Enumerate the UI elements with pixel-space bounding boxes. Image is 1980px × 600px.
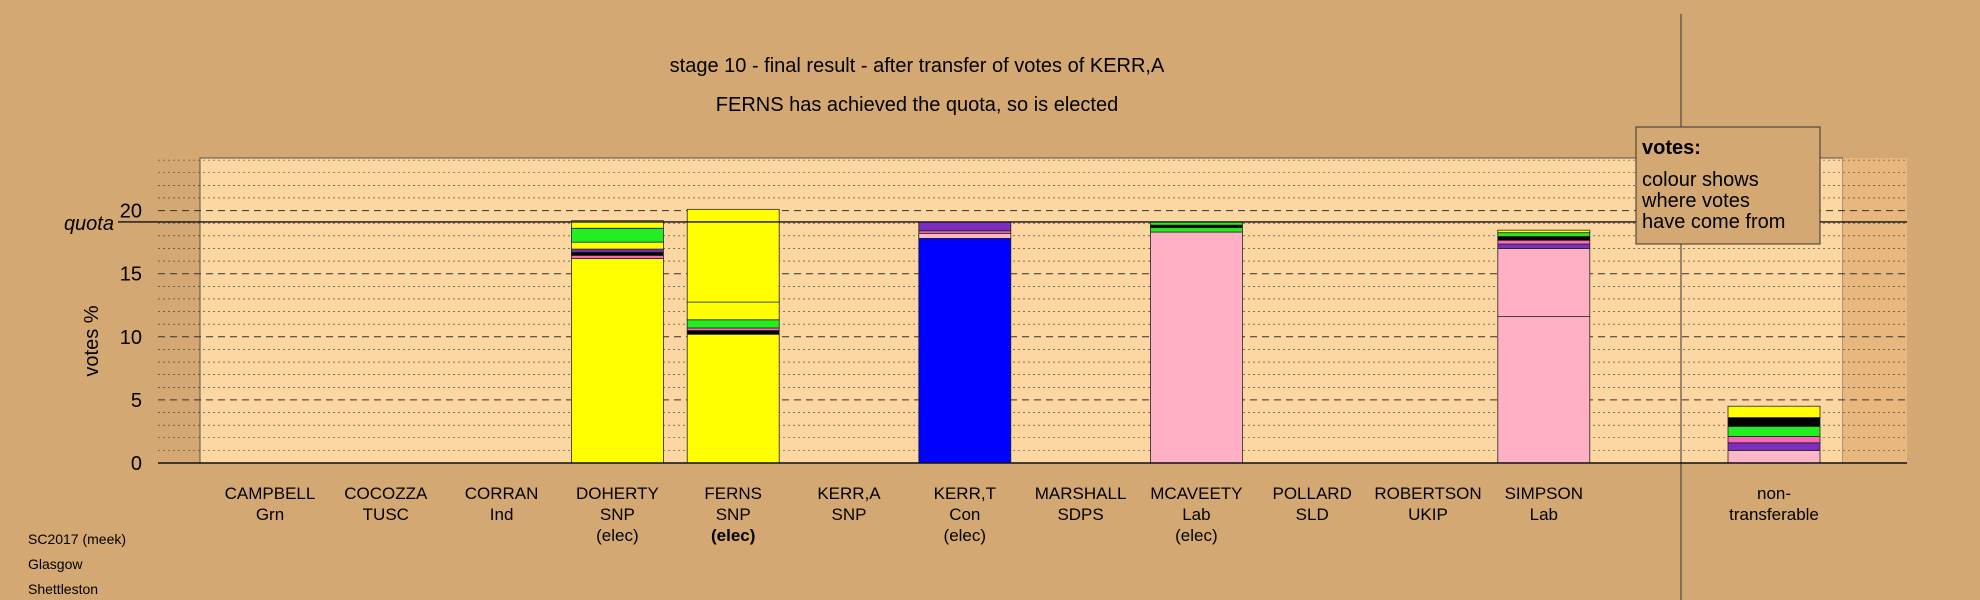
candidate-status: (elec) <box>711 526 755 545</box>
bar-segment <box>571 248 664 253</box>
y-tick-label: 10 <box>120 327 142 349</box>
bar-segment <box>1497 248 1591 318</box>
bar-segment <box>571 220 664 229</box>
bar-segment <box>1150 227 1243 233</box>
candidate-party: TUSC <box>363 505 409 524</box>
candidate-party: SNP <box>600 505 635 524</box>
bar-segment <box>571 255 664 259</box>
bar-segment <box>918 232 1012 239</box>
candidate-party: SNP <box>832 505 867 524</box>
legend-text: have come from <box>1642 211 1785 233</box>
plot-area <box>199 157 1844 464</box>
bar-segment <box>1497 229 1591 234</box>
candidate-party: Con <box>949 505 980 524</box>
bar-segment <box>1727 449 1821 464</box>
bar-segment <box>686 333 780 464</box>
legend-title: votes: <box>1642 137 1701 159</box>
footer-source: SC2017 (meek) <box>28 531 127 547</box>
candidate-name: CORRAN <box>465 484 539 503</box>
candidate-party: Grn <box>256 505 284 524</box>
bar-segment <box>1497 243 1591 249</box>
quota-label: quota <box>64 213 114 235</box>
bar-segment <box>686 301 780 321</box>
bar-segment <box>571 241 664 250</box>
bar-segment <box>918 221 1012 232</box>
bar-segment <box>1150 231 1243 464</box>
footer-council: Glasgow <box>28 556 83 572</box>
bar-segment <box>1497 316 1591 464</box>
candidate-name: SIMPSON <box>1505 484 1583 503</box>
candidate-name: MCAVEETY <box>1150 484 1242 503</box>
bar-segment <box>686 208 780 303</box>
bar-segment <box>1497 232 1591 237</box>
candidate-name: CAMPBELL <box>225 484 316 503</box>
y-tick-label: 5 <box>131 390 142 412</box>
candidate-name: MARSHALL <box>1035 484 1127 503</box>
nontransferable-label: transferable <box>1729 505 1819 524</box>
bar-segment <box>1727 436 1821 444</box>
nontransferable-label: non- <box>1757 484 1791 503</box>
legend-text: where votes <box>1641 190 1750 212</box>
candidate-party: SDPS <box>1057 505 1103 524</box>
candidate-name: ROBERTSON <box>1374 484 1481 503</box>
bar-segment <box>571 258 664 464</box>
candidate-party: UKIP <box>1408 505 1448 524</box>
candidate-name: DOHERTY <box>576 484 659 503</box>
candidate-name: COCOZZA <box>344 484 428 503</box>
y-tick-label: 15 <box>120 264 142 286</box>
candidate-status: (elec) <box>596 526 639 545</box>
candidate-party: Lab <box>1530 505 1558 524</box>
candidate-name: KERR,A <box>817 484 881 503</box>
legend-text: colour shows <box>1642 169 1759 191</box>
bar-segment <box>686 330 780 335</box>
bar-segment <box>1727 417 1821 427</box>
bar-segment <box>1727 442 1821 451</box>
candidate-name: KERR,T <box>934 484 996 503</box>
bar-segment <box>918 237 1012 464</box>
legend-box <box>1635 126 1821 245</box>
bar-segment <box>571 227 664 243</box>
candidate-status: (elec) <box>944 526 987 545</box>
footer-ward: Shettleston <box>28 581 99 597</box>
candidate-name: POLLARD <box>1273 484 1352 503</box>
bar-segment <box>1497 236 1591 241</box>
bar-segment <box>1727 405 1821 418</box>
y-axis-label: votes % <box>81 305 103 376</box>
plot-side-strip <box>1843 158 1907 463</box>
y-tick-label: 20 <box>120 201 142 223</box>
candidate-party: SNP <box>716 505 751 524</box>
candidate-party: Lab <box>1182 505 1210 524</box>
candidate-status: (elec) <box>1175 526 1218 545</box>
bar-segment <box>1497 239 1591 245</box>
chart-subtitle: FERNS has achieved the quota, so is elec… <box>716 94 1118 116</box>
candidate-name: FERNS <box>704 484 762 503</box>
candidate-party: SLD <box>1296 505 1329 524</box>
candidate-party: Ind <box>490 505 514 524</box>
bar-segment <box>1727 426 1821 437</box>
y-tick-label: 0 <box>131 453 142 475</box>
bar-segment <box>571 251 664 256</box>
bar-segment <box>686 319 780 329</box>
chart-title: stage 10 - final result - after transfer… <box>670 55 1165 77</box>
